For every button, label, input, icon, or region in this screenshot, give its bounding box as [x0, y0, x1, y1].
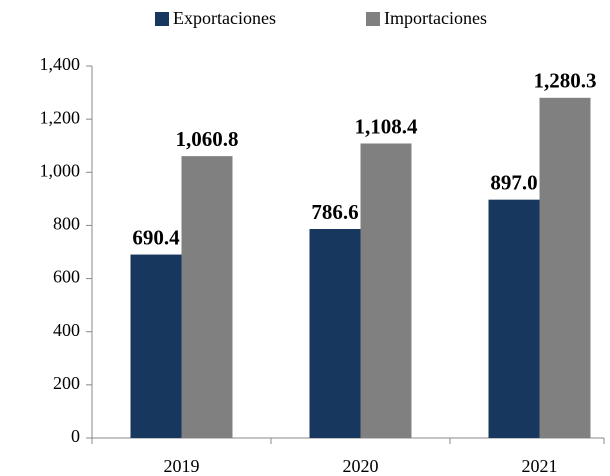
- y-tick-label: 400: [53, 320, 80, 340]
- bar: [488, 199, 540, 438]
- y-tick-label: 1,400: [40, 54, 81, 74]
- x-tick-label: 2021: [522, 456, 558, 476]
- y-tick-label: 200: [53, 373, 80, 393]
- value-label: 1,108.4: [355, 114, 419, 138]
- bar: [309, 228, 361, 438]
- x-tick-label: 2020: [343, 456, 379, 476]
- value-label: 897.0: [490, 170, 537, 194]
- value-label: 786.6: [311, 200, 358, 224]
- y-tick-label: 1,200: [40, 107, 81, 127]
- legend-swatch: [366, 12, 380, 26]
- y-tick-label: 800: [53, 214, 80, 234]
- legend-swatch: [155, 12, 169, 26]
- bar: [130, 254, 182, 438]
- y-tick-label: 0: [71, 426, 80, 446]
- legend-label: Importaciones: [384, 8, 487, 28]
- y-tick-label: 600: [53, 267, 80, 287]
- y-tick-label: 1,000: [40, 160, 81, 180]
- value-label: 1,060.8: [176, 127, 239, 151]
- bar: [181, 156, 233, 438]
- value-label: 690.4: [132, 225, 180, 249]
- legend-label: Exportaciones: [173, 8, 276, 28]
- bar: [539, 97, 591, 438]
- x-tick-label: 2019: [164, 456, 200, 476]
- bar: [360, 143, 412, 438]
- value-label: 1,280.3: [534, 69, 597, 93]
